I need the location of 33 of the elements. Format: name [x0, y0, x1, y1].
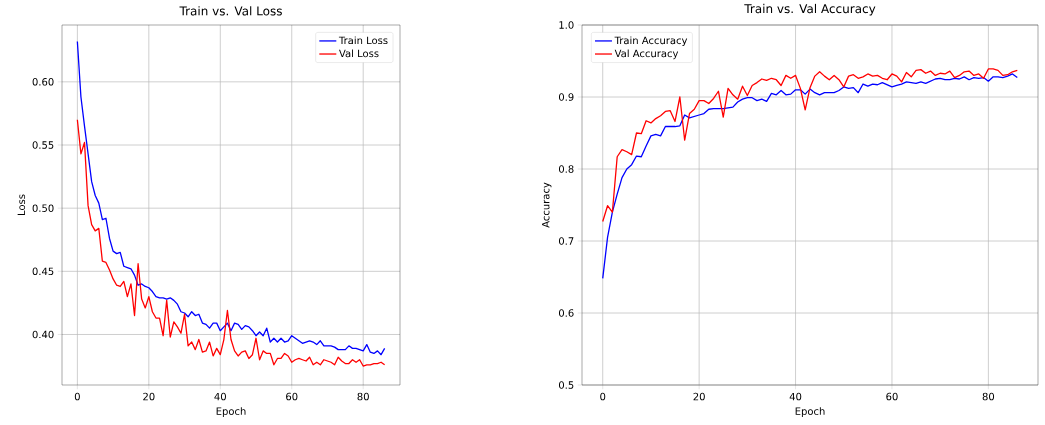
- line-series: [76, 119, 386, 367]
- x-tick-label: 80: [357, 392, 369, 401]
- legend-label: Val Accuracy: [614, 49, 679, 60]
- x-tick-label: 80: [982, 392, 995, 401]
- x-tick-label: 60: [886, 392, 898, 401]
- y-tick-label: 0.55: [32, 141, 54, 149]
- x-axis-title: Epoch: [216, 407, 246, 417]
- y-tick-label: 0.9: [558, 93, 574, 101]
- chart-title: Train vs. Val Accuracy: [744, 3, 876, 16]
- x-tick-label: 0: [600, 392, 606, 401]
- x-tick-label: 0: [74, 392, 80, 401]
- x-axis-title: Epoch: [795, 407, 825, 417]
- x-tick-label: 60: [286, 392, 298, 401]
- x-tick-label: 40: [789, 392, 802, 401]
- y-tick-label: 0.50: [32, 204, 54, 212]
- chart-title: Train vs. Val Loss: [179, 6, 282, 16]
- y-axis-title: Accuracy: [542, 182, 552, 228]
- y-tick-label: 0.60: [32, 78, 54, 86]
- x-tick-label: 40: [214, 392, 226, 401]
- y-tick-label: 0.40: [32, 330, 54, 339]
- y-tick-label: 0.7: [558, 237, 574, 245]
- legend-label: Train Loss: [338, 36, 388, 45]
- x-tick-label: 20: [693, 392, 705, 401]
- y-tick-label: 0.45: [32, 267, 54, 276]
- y-tick-label: 0.8: [558, 165, 574, 173]
- y-tick-label: 0.6: [558, 309, 574, 317]
- y-tick-label: 0.5: [558, 381, 574, 389]
- legend-label: Val Loss: [339, 49, 379, 58]
- legend-label: Train Accuracy: [614, 36, 688, 47]
- y-tick-label: 1.0: [559, 21, 574, 29]
- x-tick-label: 20: [143, 392, 155, 401]
- line-series: [602, 68, 1018, 223]
- y-axis-title: Loss: [17, 194, 26, 215]
